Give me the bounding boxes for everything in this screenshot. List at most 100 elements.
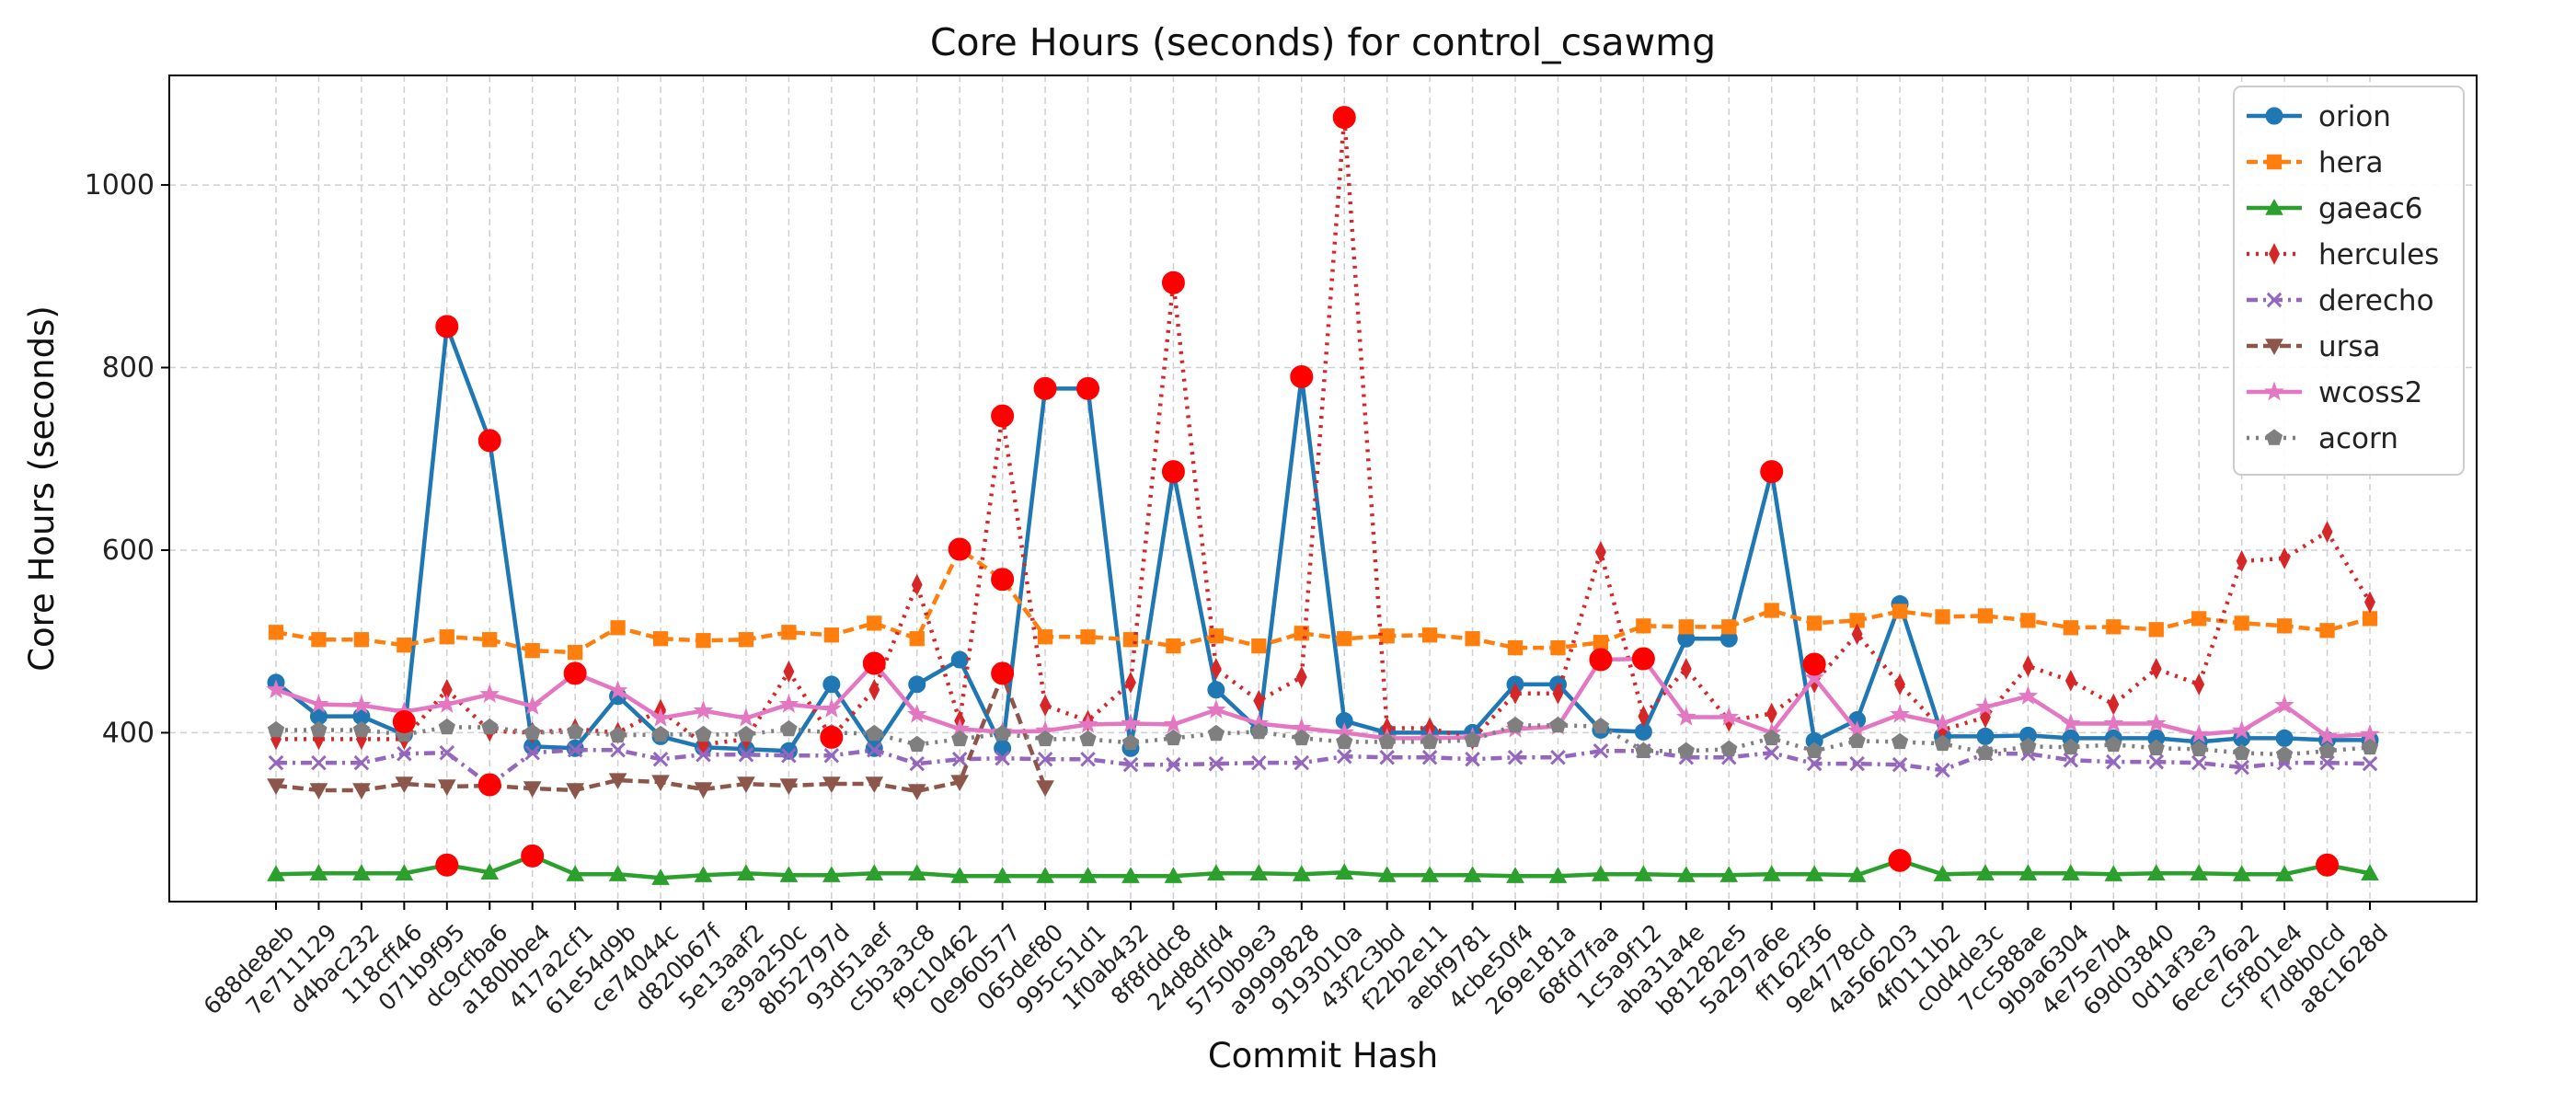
data-point	[1037, 751, 1053, 767]
data-point	[1806, 742, 1823, 759]
highlighted-point	[948, 537, 972, 561]
y-tick-label: 600	[102, 535, 155, 567]
data-point	[1337, 631, 1352, 647]
data-point	[1420, 732, 1439, 750]
data-point	[1593, 743, 1609, 759]
data-point	[2103, 713, 2124, 732]
data-point	[268, 625, 284, 640]
data-point	[2319, 754, 2335, 771]
data-point	[1294, 754, 1310, 771]
data-point	[2231, 720, 2252, 740]
legend-label: wcoss2	[2318, 376, 2422, 409]
highlighted-point	[1076, 376, 1100, 400]
data-point	[567, 644, 583, 661]
data-point	[2265, 107, 2283, 125]
data-point	[1377, 866, 1397, 882]
data-point	[608, 773, 627, 790]
data-point	[911, 573, 923, 596]
data-point	[781, 625, 797, 640]
data-point	[1594, 541, 1606, 563]
data-point	[822, 675, 841, 694]
data-point	[951, 730, 969, 747]
data-point	[352, 783, 371, 799]
y-axis-label: Core Hours (seconds)	[22, 305, 62, 672]
series-gaeac6	[267, 846, 2379, 885]
legend-label: acorn	[2318, 422, 2398, 455]
legend-item-derecho: derecho	[2247, 284, 2434, 317]
data-point	[1677, 742, 1695, 759]
highlighted-point	[991, 404, 1015, 428]
series-line	[275, 656, 2371, 741]
series-wcoss2	[266, 648, 2380, 747]
data-point	[2275, 729, 2294, 747]
series-orion	[267, 317, 2379, 760]
highlighted-point	[1888, 848, 1912, 872]
series-line	[276, 748, 2371, 788]
data-point	[1421, 627, 1438, 643]
data-point	[2361, 738, 2379, 755]
data-point	[695, 725, 712, 742]
data-point	[1125, 671, 1136, 694]
data-point	[822, 698, 842, 718]
data-point	[1121, 733, 1140, 751]
data-point	[524, 745, 540, 761]
data-point	[2147, 739, 2165, 756]
data-point	[950, 650, 969, 669]
data-point	[1465, 631, 1480, 647]
legend-label: ursa	[2318, 330, 2381, 363]
data-point	[1935, 609, 1950, 625]
highlighted-point	[435, 853, 459, 877]
legend-item-gaeac6: gaeac6	[2247, 192, 2423, 225]
data-point	[310, 720, 328, 738]
data-point	[2063, 620, 2079, 636]
data-point	[1890, 704, 1910, 723]
data-point	[1295, 665, 1307, 688]
data-point	[1552, 682, 1564, 705]
data-point	[1166, 756, 1181, 773]
data-point	[1507, 640, 1524, 656]
data-point	[1078, 867, 1098, 883]
data-point	[1336, 748, 1352, 765]
data-point	[1420, 866, 1439, 882]
data-point	[2061, 713, 2081, 732]
data-point	[1806, 755, 1823, 772]
data-point	[2108, 693, 2120, 716]
data-point	[737, 725, 755, 742]
data-point	[1463, 866, 1482, 882]
data-point	[822, 866, 841, 882]
data-point	[1764, 745, 1779, 761]
data-point	[1848, 731, 1866, 749]
data-point	[1251, 638, 1267, 654]
data-point	[1592, 717, 1610, 734]
data-point	[738, 632, 754, 648]
highlighted-point	[477, 429, 501, 453]
data-point	[1976, 864, 1995, 880]
data-point	[1892, 604, 1908, 619]
data-point	[2019, 737, 2037, 754]
data-point	[479, 684, 500, 703]
data-point	[1975, 696, 1995, 716]
data-point	[1550, 749, 1566, 765]
data-point	[1935, 762, 1950, 778]
data-point	[1849, 755, 1865, 772]
data-point	[524, 642, 540, 659]
data-point	[2191, 611, 2207, 627]
data-point	[2146, 864, 2166, 880]
data-point	[2234, 759, 2249, 776]
data-point	[907, 864, 926, 880]
data-point	[266, 679, 286, 698]
data-point	[2265, 198, 2283, 215]
data-point	[523, 781, 542, 798]
data-point	[651, 725, 670, 742]
legend-item-ursa: ursa	[2247, 330, 2381, 363]
data-point	[353, 632, 370, 648]
data-point	[1121, 867, 1140, 883]
data-point	[352, 720, 371, 738]
data-point	[866, 724, 883, 742]
data-point	[1805, 865, 1824, 881]
data-point	[2022, 655, 2034, 677]
highlighted-point	[435, 315, 459, 339]
data-point	[783, 661, 795, 683]
data-point	[1166, 638, 1181, 654]
legend-item-acorn: acorn	[2247, 422, 2398, 455]
